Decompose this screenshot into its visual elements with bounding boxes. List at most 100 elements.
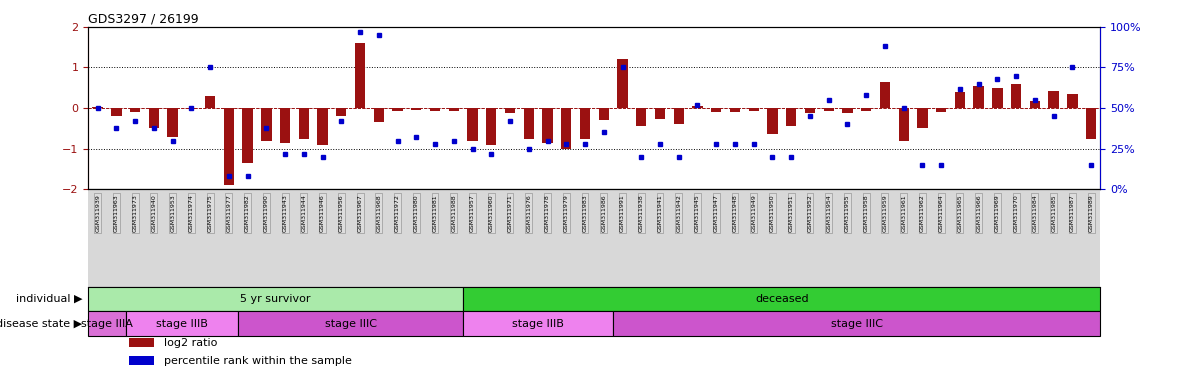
Bar bbox=[936, 108, 946, 112]
Bar bbox=[749, 108, 759, 111]
Bar bbox=[992, 88, 1003, 108]
Text: GSM311967: GSM311967 bbox=[358, 194, 363, 232]
Bar bbox=[805, 108, 816, 113]
Bar bbox=[337, 108, 346, 116]
Text: GSM311944: GSM311944 bbox=[301, 194, 306, 232]
Text: GSM311940: GSM311940 bbox=[152, 194, 157, 232]
Bar bbox=[261, 108, 272, 141]
Bar bbox=[280, 108, 291, 142]
Text: log2 ratio: log2 ratio bbox=[165, 338, 218, 348]
Bar bbox=[524, 108, 534, 139]
Bar bbox=[186, 108, 197, 109]
Text: GSM311943: GSM311943 bbox=[282, 194, 287, 232]
Text: GSM311975: GSM311975 bbox=[207, 194, 213, 232]
Bar bbox=[224, 108, 234, 185]
Bar bbox=[242, 108, 253, 163]
Text: GSM311959: GSM311959 bbox=[883, 194, 887, 232]
Text: GSM311968: GSM311968 bbox=[377, 194, 381, 232]
Bar bbox=[467, 108, 478, 141]
Text: GSM311939: GSM311939 bbox=[95, 194, 100, 232]
Text: deceased: deceased bbox=[754, 294, 809, 304]
Bar bbox=[486, 108, 497, 145]
Bar bbox=[636, 108, 646, 126]
Bar bbox=[411, 108, 421, 110]
Text: GSM311958: GSM311958 bbox=[864, 194, 869, 232]
Text: GSM311983: GSM311983 bbox=[583, 194, 587, 232]
Text: GSM311966: GSM311966 bbox=[976, 194, 982, 232]
Text: GSM311947: GSM311947 bbox=[713, 194, 719, 232]
Bar bbox=[505, 108, 516, 113]
Text: GSM311971: GSM311971 bbox=[507, 194, 512, 232]
Text: GSM311974: GSM311974 bbox=[188, 194, 194, 232]
Bar bbox=[1011, 84, 1022, 108]
Bar bbox=[448, 108, 459, 111]
Bar bbox=[205, 96, 215, 108]
Bar bbox=[862, 108, 871, 111]
Bar bbox=[392, 108, 403, 111]
Text: GSM311985: GSM311985 bbox=[1051, 194, 1056, 232]
Text: GSM311963: GSM311963 bbox=[114, 194, 119, 232]
Text: GSM311990: GSM311990 bbox=[264, 194, 268, 232]
Bar bbox=[1068, 94, 1077, 108]
Text: GSM311987: GSM311987 bbox=[1070, 194, 1075, 232]
Text: GSM311941: GSM311941 bbox=[658, 194, 663, 232]
Text: GSM311949: GSM311949 bbox=[751, 194, 756, 232]
Bar bbox=[128, 338, 154, 347]
Text: GSM311951: GSM311951 bbox=[789, 194, 793, 232]
Bar bbox=[786, 108, 797, 126]
Text: GSM311946: GSM311946 bbox=[320, 194, 325, 232]
Bar bbox=[464, 287, 1100, 311]
Bar bbox=[430, 108, 440, 111]
Text: GSM311972: GSM311972 bbox=[395, 194, 400, 232]
Text: GSM311964: GSM311964 bbox=[939, 194, 944, 232]
Text: GSM311956: GSM311956 bbox=[339, 194, 344, 232]
Bar bbox=[654, 108, 665, 119]
Bar bbox=[767, 108, 778, 134]
Text: GSM311973: GSM311973 bbox=[133, 194, 138, 232]
Text: GSM311960: GSM311960 bbox=[488, 194, 494, 232]
Text: GSM311988: GSM311988 bbox=[451, 194, 457, 232]
Text: GSM311989: GSM311989 bbox=[1089, 194, 1093, 232]
Bar bbox=[128, 356, 154, 365]
Text: GSM311984: GSM311984 bbox=[1032, 194, 1037, 232]
Text: stage IIIB: stage IIIB bbox=[157, 319, 208, 329]
Text: GSM311961: GSM311961 bbox=[902, 194, 906, 232]
Text: stage IIIC: stage IIIC bbox=[325, 319, 377, 329]
Bar bbox=[318, 108, 327, 145]
Bar bbox=[599, 108, 609, 120]
Text: GSM311970: GSM311970 bbox=[1013, 194, 1018, 232]
Text: percentile rank within the sample: percentile rank within the sample bbox=[165, 356, 352, 366]
Bar bbox=[917, 108, 927, 128]
Text: GSM311979: GSM311979 bbox=[564, 194, 568, 232]
Bar bbox=[843, 108, 852, 113]
Text: stage IIIA: stage IIIA bbox=[81, 319, 133, 329]
Text: GDS3297 / 26199: GDS3297 / 26199 bbox=[88, 13, 199, 26]
Text: disease state ▶: disease state ▶ bbox=[0, 319, 82, 329]
Text: GSM311978: GSM311978 bbox=[545, 194, 550, 232]
Text: GSM311976: GSM311976 bbox=[526, 194, 531, 232]
Bar bbox=[88, 311, 126, 336]
Bar bbox=[561, 108, 571, 149]
Bar bbox=[711, 108, 722, 112]
Bar bbox=[955, 92, 965, 108]
Text: GSM311953: GSM311953 bbox=[171, 194, 175, 232]
Text: GSM311954: GSM311954 bbox=[826, 194, 831, 232]
Text: GSM311982: GSM311982 bbox=[245, 194, 250, 232]
Text: GSM311948: GSM311948 bbox=[732, 194, 738, 232]
Text: GSM311980: GSM311980 bbox=[414, 194, 419, 232]
Bar bbox=[88, 287, 464, 311]
Text: GSM311991: GSM311991 bbox=[620, 194, 625, 232]
Text: GSM311942: GSM311942 bbox=[677, 194, 681, 232]
Bar bbox=[464, 311, 613, 336]
Text: GSM311950: GSM311950 bbox=[770, 194, 774, 232]
Text: GSM311938: GSM311938 bbox=[639, 194, 644, 232]
Bar bbox=[673, 108, 684, 124]
Text: stage IIIB: stage IIIB bbox=[512, 319, 564, 329]
Bar bbox=[543, 108, 553, 142]
Bar bbox=[299, 108, 310, 139]
Bar bbox=[112, 108, 121, 116]
Bar bbox=[126, 311, 238, 336]
Bar bbox=[824, 108, 833, 111]
Bar bbox=[973, 86, 984, 108]
Bar bbox=[373, 108, 384, 122]
